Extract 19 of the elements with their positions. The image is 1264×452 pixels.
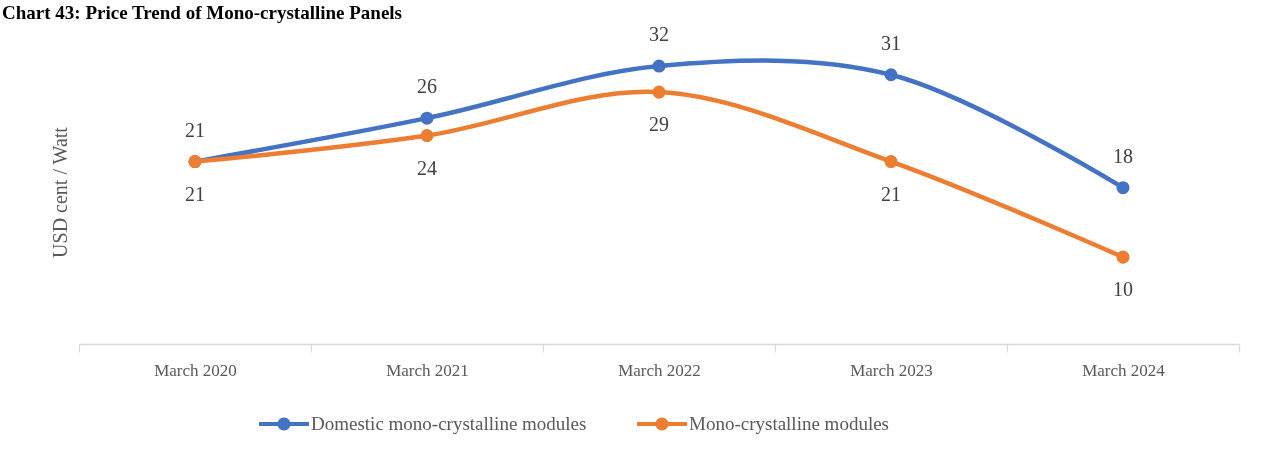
data-label: 32 bbox=[649, 23, 669, 46]
data-label: 29 bbox=[649, 113, 669, 136]
data-label: 26 bbox=[417, 75, 437, 98]
x-tick-label: March 2022 bbox=[618, 360, 701, 380]
data-label: 31 bbox=[881, 31, 901, 54]
data-label: 21 bbox=[881, 182, 901, 205]
data-label: 18 bbox=[1113, 144, 1133, 167]
data-label: 21 bbox=[185, 118, 205, 141]
x-tick-label: March 2024 bbox=[1082, 360, 1166, 380]
data-label: 24 bbox=[417, 156, 437, 179]
x-tick-label: March 2021 bbox=[386, 360, 469, 380]
data-label: 10 bbox=[1113, 278, 1133, 301]
y-axis-title: USD cent / Watt bbox=[48, 126, 71, 258]
x-tick-label: March 2023 bbox=[850, 360, 933, 380]
x-tick-label: March 2020 bbox=[154, 360, 237, 380]
data-label: 21 bbox=[185, 182, 205, 205]
legend-label: Mono-crystalline modules bbox=[689, 413, 889, 434]
chart-title: Chart 43: Price Trend of Mono-crystalline Panels bbox=[2, 2, 402, 24]
legend-label: Domestic mono-crystalline modules bbox=[311, 413, 587, 434]
